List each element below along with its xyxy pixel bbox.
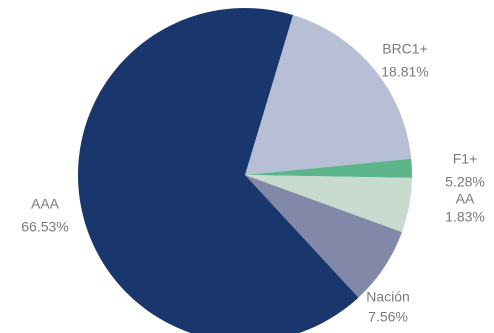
pie-slice (245, 175, 412, 233)
pie-slice (78, 8, 359, 333)
slice-value-label: 18.81% (381, 64, 428, 80)
pie-slice (245, 158, 412, 178)
slice-name: AA (456, 191, 475, 207)
pie-slice (245, 175, 402, 298)
slice-name: Nación (366, 289, 410, 305)
slice-value-label: 66.53% (21, 219, 68, 235)
slice-name: F1+ (453, 151, 478, 167)
slice-value-label: 7.56% (368, 309, 408, 325)
pie-slice (245, 15, 412, 176)
slice-name: BRC1+ (382, 41, 428, 57)
slice-value-label: 5.28% (445, 174, 485, 190)
slice-value-label: 1.83% (445, 209, 485, 225)
slice-name: AAA (31, 196, 60, 212)
